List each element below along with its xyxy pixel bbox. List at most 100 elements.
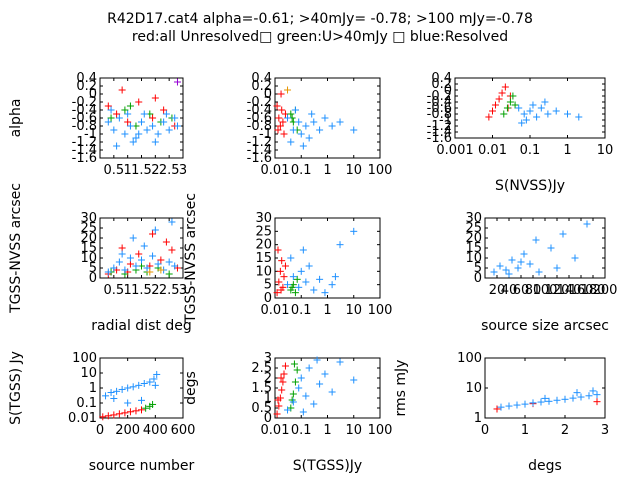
data-point-blue (126, 254, 134, 262)
data-point-orange (146, 268, 154, 276)
data-point-red (135, 98, 143, 106)
y-tick-label: 0 (89, 271, 97, 286)
data-point-green (142, 404, 150, 412)
x-tick-label: 100 (368, 303, 393, 318)
data-point-blue (110, 264, 118, 272)
data-point-blue (104, 118, 112, 126)
y-tick-label: 0 (264, 411, 272, 426)
y-tick-label: 25 (465, 221, 482, 236)
scatter-plot-p3: 0.001 0.01 0.1 1 100.40.20-0.2-0.4-0.6-0.8-1… (427, 71, 614, 194)
data-point-blue (526, 107, 534, 115)
data-point-blue (502, 266, 510, 274)
x-tick-label: 0.001 (436, 143, 473, 158)
data-point-red (110, 411, 118, 419)
y-tick-label: 5 (89, 261, 97, 276)
data-point-green (165, 270, 173, 278)
data-point-green (293, 366, 301, 374)
y-axis-label: S(TGSS) Jy (8, 351, 24, 425)
data-point-orange (157, 266, 165, 274)
data-point-blue (135, 381, 143, 389)
y-tick-label: 0.2 (251, 79, 272, 94)
data-point-red (149, 230, 157, 238)
x-tick-label: 0.01 (478, 143, 507, 158)
data-point-red (149, 114, 157, 122)
y-tick-label: 10 (465, 251, 482, 266)
y-tick-label: -1.2 (247, 135, 272, 150)
data-point-blue (547, 244, 555, 252)
data-point-green (107, 114, 115, 122)
x-tick-label: 100 (368, 163, 393, 178)
data-point-orange (284, 86, 292, 94)
x-tick-label: 1 (124, 163, 132, 178)
data-point-red (132, 407, 140, 415)
data-point-red (493, 405, 501, 413)
data-point-blue (129, 234, 137, 242)
data-point-red (160, 106, 168, 114)
data-point-blue (535, 268, 543, 276)
x-tick-label: 100 (368, 423, 393, 438)
y-tick-label: -1.6 (247, 151, 272, 166)
x-tick-label: 80 (525, 283, 542, 298)
y-tick-label: 0.4 (431, 71, 452, 86)
y-tick-label: -0.8 (72, 119, 97, 134)
y-tick-label: 10 (80, 251, 97, 266)
data-point-blue (350, 126, 358, 134)
x-tick-label: 100 (533, 283, 558, 298)
data-point-blue (328, 388, 336, 396)
data-point-red (121, 409, 129, 417)
data-point-blue (299, 142, 307, 150)
data-point-blue (132, 262, 140, 270)
y-tick-label: -0.2 (247, 95, 272, 110)
data-point-red (113, 110, 121, 118)
data-point-blue (532, 236, 540, 244)
y-tick-label: 15 (80, 241, 97, 256)
data-point-blue (496, 262, 504, 270)
y-tick-label: 0.01 (68, 411, 97, 426)
data-point-red (277, 286, 285, 294)
data-point-blue (289, 398, 297, 406)
y-tick-label: 20 (465, 231, 482, 246)
data-point-red (151, 94, 159, 102)
data-point-blue (297, 267, 305, 275)
data-point-red (279, 378, 287, 386)
x-tick-label: 200 (115, 423, 140, 438)
data-point-blue (529, 101, 537, 109)
x-tick-label: 10 (345, 303, 362, 318)
data-point-blue (321, 370, 329, 378)
data-point-green (506, 98, 514, 106)
data-point-blue (151, 138, 159, 146)
x-tick-label: 400 (143, 423, 168, 438)
data-point-red (273, 410, 281, 418)
x-axis-label: source size arcsec (481, 318, 609, 334)
data-point-blue (289, 273, 297, 281)
data-point-red (485, 113, 493, 121)
data-point-blue (149, 252, 157, 260)
data-point-blue (514, 264, 522, 272)
y-tick-label: -1 (84, 127, 97, 142)
data-point-red (273, 102, 281, 110)
data-point-red (276, 267, 284, 275)
y-tick-label: -0.4 (72, 103, 97, 118)
data-point-red (277, 374, 285, 382)
data-point-blue (522, 116, 530, 124)
y-tick-label: -1 (439, 113, 452, 128)
data-point-red (126, 260, 134, 268)
data-point-blue (533, 113, 541, 121)
data-point-blue (577, 393, 585, 401)
data-point-blue (107, 389, 115, 397)
data-point-green (289, 390, 297, 398)
data-point-blue (545, 397, 553, 405)
data-point-blue (104, 268, 112, 276)
y-tick-label: 5 (474, 261, 482, 276)
data-point-blue (553, 396, 561, 404)
data-point-green (291, 378, 299, 386)
x-tick-label: 1.5 (131, 163, 152, 178)
data-point-red (281, 262, 289, 270)
data-point-red (138, 406, 145, 414)
data-point-blue (173, 122, 181, 130)
x-tick-label: 3 (179, 163, 187, 178)
x-tick-label: 160 (569, 283, 594, 298)
data-point-green (288, 283, 296, 291)
y-tick-label: 0.5 (251, 401, 272, 416)
